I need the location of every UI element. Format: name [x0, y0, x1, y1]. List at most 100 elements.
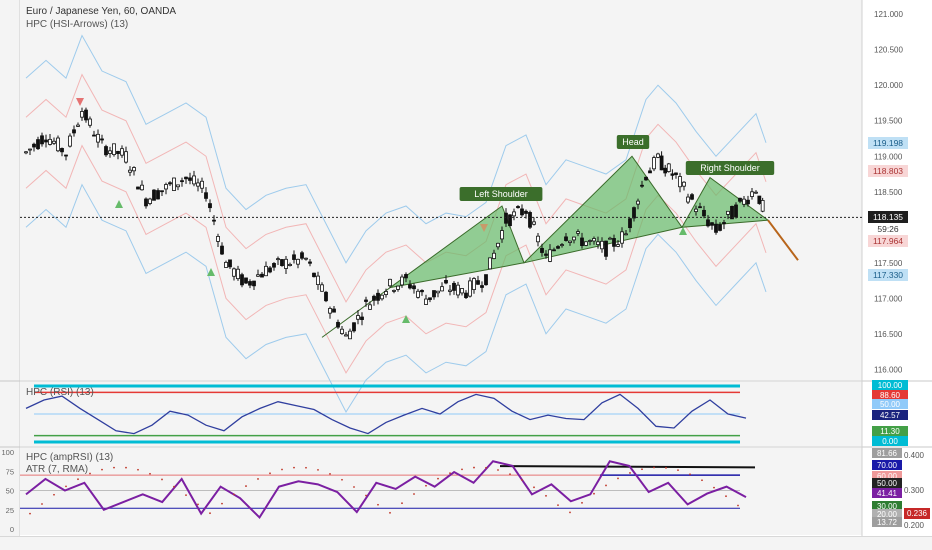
candle-up [196, 182, 200, 187]
candle-up [396, 285, 400, 290]
candle-up [320, 284, 324, 292]
candle-down [240, 274, 244, 286]
candle-down [722, 222, 726, 225]
bear-arrow-icon [480, 224, 488, 232]
candle-down [64, 154, 68, 157]
rsi-tag-text: 100.00 [878, 381, 903, 390]
time-axis-bar[interactable] [0, 536, 932, 550]
candle-up [496, 242, 500, 248]
candle-down [32, 143, 36, 148]
candle-down [60, 148, 64, 153]
candle-up [340, 328, 344, 334]
left-shoulder-label: Left Shoulder [474, 189, 528, 199]
atr-pane-label: ATR (7, RMA) [26, 464, 89, 475]
candle-down [746, 199, 750, 205]
candle-up [288, 263, 292, 266]
atr-dot [173, 485, 175, 488]
candle-up [76, 124, 80, 127]
candle-down [632, 207, 636, 219]
amp-tag [872, 478, 902, 488]
atr-dot [53, 493, 55, 496]
indicator-title: HPC (HSI-Arrows) (13) [26, 19, 129, 30]
atr-dot [377, 503, 379, 506]
candle-down [268, 267, 272, 273]
candle-down [160, 190, 164, 193]
candle-down [432, 290, 436, 298]
candle-down [168, 182, 172, 185]
candle-up [512, 211, 516, 217]
candle-up [256, 274, 260, 277]
candle-up [460, 288, 464, 294]
candle-up [624, 233, 628, 236]
candle-down [248, 281, 252, 286]
candle-down [308, 261, 312, 264]
atr-dot [545, 494, 547, 497]
candle-down [556, 246, 560, 249]
atr-dot [281, 468, 283, 471]
amp-left-tick: 0 [10, 525, 14, 534]
atr-dot [425, 484, 427, 487]
candle-up [616, 244, 620, 247]
candle-down [40, 135, 44, 145]
price-tag-text: 119.198 [873, 138, 903, 148]
candle-down [444, 279, 448, 284]
atr-dot [689, 473, 691, 476]
price-tag [868, 269, 908, 281]
candle-up [560, 244, 564, 246]
candle-down [332, 308, 336, 313]
left-toolbar[interactable] [0, 0, 20, 550]
amp-tag-text: 20.00 [877, 510, 898, 519]
atr-dot [77, 478, 79, 481]
atr-dot [257, 478, 259, 480]
candle-up [384, 291, 388, 295]
candle-down [352, 322, 356, 332]
candle-up [132, 167, 136, 172]
candle-down [404, 274, 408, 279]
candle-up [216, 236, 220, 242]
candle-up [28, 148, 32, 151]
amp-tag [872, 488, 902, 498]
candle-down [408, 284, 412, 289]
candle-up [276, 258, 280, 261]
amp-tag-text: 50.00 [877, 479, 898, 488]
candle-down [734, 204, 738, 218]
atr-right-tick: 0.300 [904, 486, 925, 495]
amp-rsi-pane-label: HPC (ampRSI) (13) [26, 452, 114, 463]
candle-up [600, 240, 604, 250]
candle-down [100, 138, 104, 141]
candle-down [144, 198, 148, 207]
atr-dot [305, 466, 307, 469]
amp-pane-bg[interactable] [20, 448, 862, 535]
atr-dot [89, 472, 91, 475]
price-tag [868, 223, 908, 235]
candle-down [324, 291, 328, 302]
candle-down [690, 194, 694, 200]
candle-down [648, 170, 652, 174]
amp-tag-text: 30.00 [877, 502, 898, 511]
atr-dot [593, 492, 595, 495]
symbol-title: Euro / Japanese Yen, 60, OANDA [26, 6, 177, 17]
head-label-bg [616, 135, 650, 149]
candle-up [754, 191, 758, 194]
candle-down [504, 212, 508, 224]
candle-up [24, 151, 28, 154]
candle-down [757, 195, 762, 204]
candle-down [628, 218, 632, 229]
candle-up [192, 175, 196, 185]
candle-down [72, 129, 76, 134]
candle-down [372, 295, 376, 301]
candle-down [104, 146, 108, 156]
candle-up [636, 200, 640, 205]
candle-up [572, 236, 576, 241]
candle-up [492, 252, 496, 259]
atr-dot [113, 466, 115, 469]
atr-dot [365, 494, 367, 497]
atr-dot [317, 468, 319, 471]
price-pane-bg[interactable] [20, 0, 862, 380]
candle-down [612, 238, 616, 247]
candle-up [678, 176, 682, 188]
candle-up [686, 196, 690, 203]
candle-down [710, 222, 714, 226]
upper-band-outer [25, 34, 767, 264]
